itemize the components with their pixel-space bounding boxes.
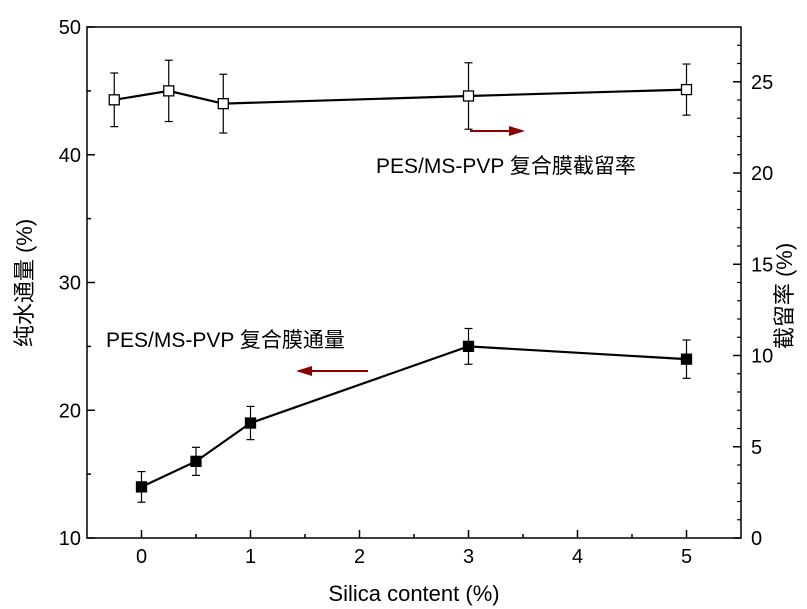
series-rejection (108, 59, 693, 134)
y-axis-title-right: 截留率 (%) (772, 243, 797, 349)
y-right-tick-label: 0 (751, 528, 762, 550)
arrow-left-icon (296, 366, 368, 376)
annotation-flux: PES/MS-PVP 复合膜通量 (106, 329, 345, 352)
y-left-tick-label: 40 (59, 145, 81, 167)
data-point (462, 90, 475, 102)
x-tick-label: 0 (136, 546, 147, 568)
x-axis-title: Silica content (%) (328, 581, 499, 606)
data-point (217, 98, 229, 110)
y-axis-title-left: 纯水通量 (%) (12, 219, 37, 347)
data-point (462, 340, 475, 353)
series-flux (135, 327, 693, 503)
y-left-tick-label: 50 (59, 17, 81, 39)
data-point (163, 85, 175, 97)
y-left-tick-label: 10 (59, 528, 81, 550)
series-line (114, 88, 687, 105)
y-left-tick-label: 20 (59, 400, 81, 422)
x-tick-label: 4 (572, 546, 583, 568)
data-point (680, 83, 693, 96)
x-tick-label: 1 (245, 546, 256, 568)
y-right-tick-label: 10 (751, 346, 773, 368)
series-line (141, 345, 687, 488)
data-point (244, 417, 257, 429)
data-point (108, 94, 120, 106)
x-tick-label: 2 (354, 546, 365, 568)
data-point (135, 481, 148, 493)
x-tick-label: 3 (463, 546, 474, 568)
y-left-tick-label: 30 (59, 273, 81, 295)
y-right-tick-label: 25 (751, 72, 773, 94)
arrow-right-icon (470, 126, 525, 136)
y-right-tick-label: 20 (751, 163, 773, 185)
data-point (190, 455, 202, 468)
x-tick-label: 5 (681, 546, 692, 568)
data-point (680, 353, 693, 365)
y-right-tick-label: 5 (751, 437, 762, 459)
axis-ticks: 0 1 2 3 4 5 10 20 30 40 50 0 5 10 15 20 25 (59, 17, 774, 568)
plot-frame (86, 26, 742, 539)
series-layer (108, 59, 693, 503)
annotation-rejection: PES/MS-PVP 复合膜截留率 (376, 155, 636, 178)
y-right-tick-label: 15 (751, 254, 773, 276)
